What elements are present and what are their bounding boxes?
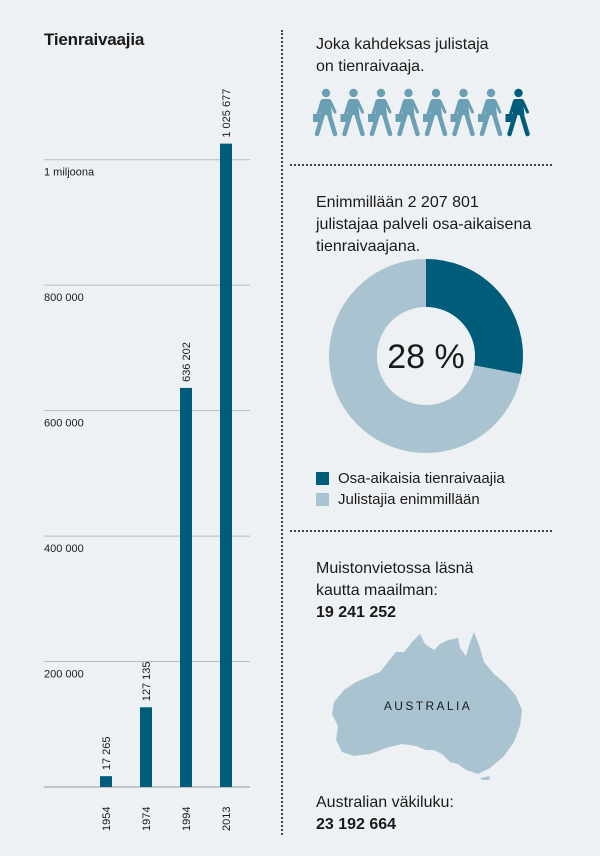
x-tick-label: 1954 bbox=[101, 807, 113, 831]
walking-figures bbox=[313, 88, 530, 137]
legend-label-part-time: Osa-aikaisia tienraivaajia bbox=[338, 470, 505, 487]
bar-chart: 200 000 400 000 600 000 800 000 1 miljoona 17… bbox=[44, 89, 250, 831]
briefcase-icon bbox=[395, 114, 405, 122]
legend-item-part-time: Osa-aikaisia tienraivaajia bbox=[316, 470, 505, 487]
donut-text-line2: julistajaa palveli osa-aikaisena bbox=[316, 216, 532, 233]
briefcase-icon bbox=[450, 114, 460, 122]
briefcase-icon bbox=[340, 114, 350, 122]
bar-1974 bbox=[140, 707, 152, 787]
ratio-text-line2: on tienraivaaja. bbox=[316, 58, 425, 75]
bar-1994 bbox=[180, 387, 192, 787]
legend-swatch-others bbox=[316, 493, 329, 506]
briefcase-icon bbox=[505, 114, 515, 122]
memorial-text: Muistonvietossa läsnä kautta maailman: 1… bbox=[316, 558, 473, 624]
legend-swatch-part-time bbox=[316, 472, 329, 485]
vertical-divider bbox=[281, 30, 283, 835]
walking-person-icon bbox=[478, 88, 503, 137]
bar-1954 bbox=[100, 776, 112, 787]
walking-person-icon bbox=[340, 88, 365, 137]
ratio-text: Joka kahdeksas julistaja on tienraivaaja… bbox=[316, 34, 489, 78]
bar-value-label: 636 202 bbox=[181, 342, 193, 382]
y-tick-label: 800 000 bbox=[44, 292, 84, 304]
x-tick-label: 1974 bbox=[141, 807, 153, 831]
y-tick-label: 400 000 bbox=[44, 543, 84, 555]
briefcase-icon bbox=[313, 114, 322, 122]
walking-person-icon bbox=[368, 88, 393, 137]
briefcase-icon bbox=[423, 114, 432, 122]
australia-shape bbox=[332, 632, 522, 780]
chart-title: Tienraivaajia bbox=[44, 30, 145, 49]
donut-chart: 28 % bbox=[329, 259, 523, 453]
divider-1 bbox=[290, 164, 552, 166]
walking-person-icon bbox=[395, 88, 420, 137]
donut-text-line3: tienraivaajana. bbox=[316, 238, 421, 255]
donut-text: Enimmillään 2 207 801 julistajaa palveli… bbox=[316, 192, 531, 258]
attendance-number: 19 241 252 bbox=[316, 604, 397, 621]
population-number: 23 192 664 bbox=[316, 816, 397, 833]
population-block: Australian väkiluku: 23 192 664 bbox=[316, 792, 454, 836]
legend-label-others: Julistajia enimmillään bbox=[338, 491, 480, 508]
briefcase-icon bbox=[368, 114, 377, 122]
y-tick-label: 600 000 bbox=[44, 418, 84, 430]
walking-person-icon bbox=[313, 88, 338, 137]
memorial-text-line1: Muistonvietossa läsnä bbox=[316, 560, 474, 577]
donut-center-label: 28 % bbox=[387, 338, 465, 376]
donut-slice-part-time bbox=[329, 259, 523, 453]
walking-person-icon bbox=[450, 88, 475, 137]
walking-person-icon bbox=[423, 88, 448, 137]
australia-map: AUSTRALIA bbox=[332, 632, 522, 780]
donut-text-line1: Enimmillään 2 207 801 bbox=[316, 194, 479, 211]
bar-value-label: 17 265 bbox=[101, 737, 113, 771]
bar-2013 bbox=[220, 143, 232, 787]
y-tick-label: 200 000 bbox=[44, 669, 84, 681]
ratio-text-line1: Joka kahdeksas julistaja bbox=[316, 36, 489, 53]
briefcase-icon bbox=[478, 114, 487, 122]
legend-item-others: Julistajia enimmillään bbox=[316, 491, 480, 508]
divider-2 bbox=[290, 530, 552, 532]
walking-person-icon bbox=[505, 88, 530, 137]
population-label: Australian väkiluku: bbox=[316, 794, 454, 811]
y-tick-label: 1 miljoona bbox=[44, 167, 95, 179]
bar-value-label: 127 135 bbox=[141, 661, 153, 701]
map-label: AUSTRALIA bbox=[384, 699, 472, 713]
x-tick-label: 1994 bbox=[181, 807, 193, 831]
x-tick-label: 2013 bbox=[221, 807, 233, 831]
memorial-text-line2: kautta maailman: bbox=[316, 582, 438, 599]
bar-value-label: 1 025 677 bbox=[221, 89, 233, 138]
